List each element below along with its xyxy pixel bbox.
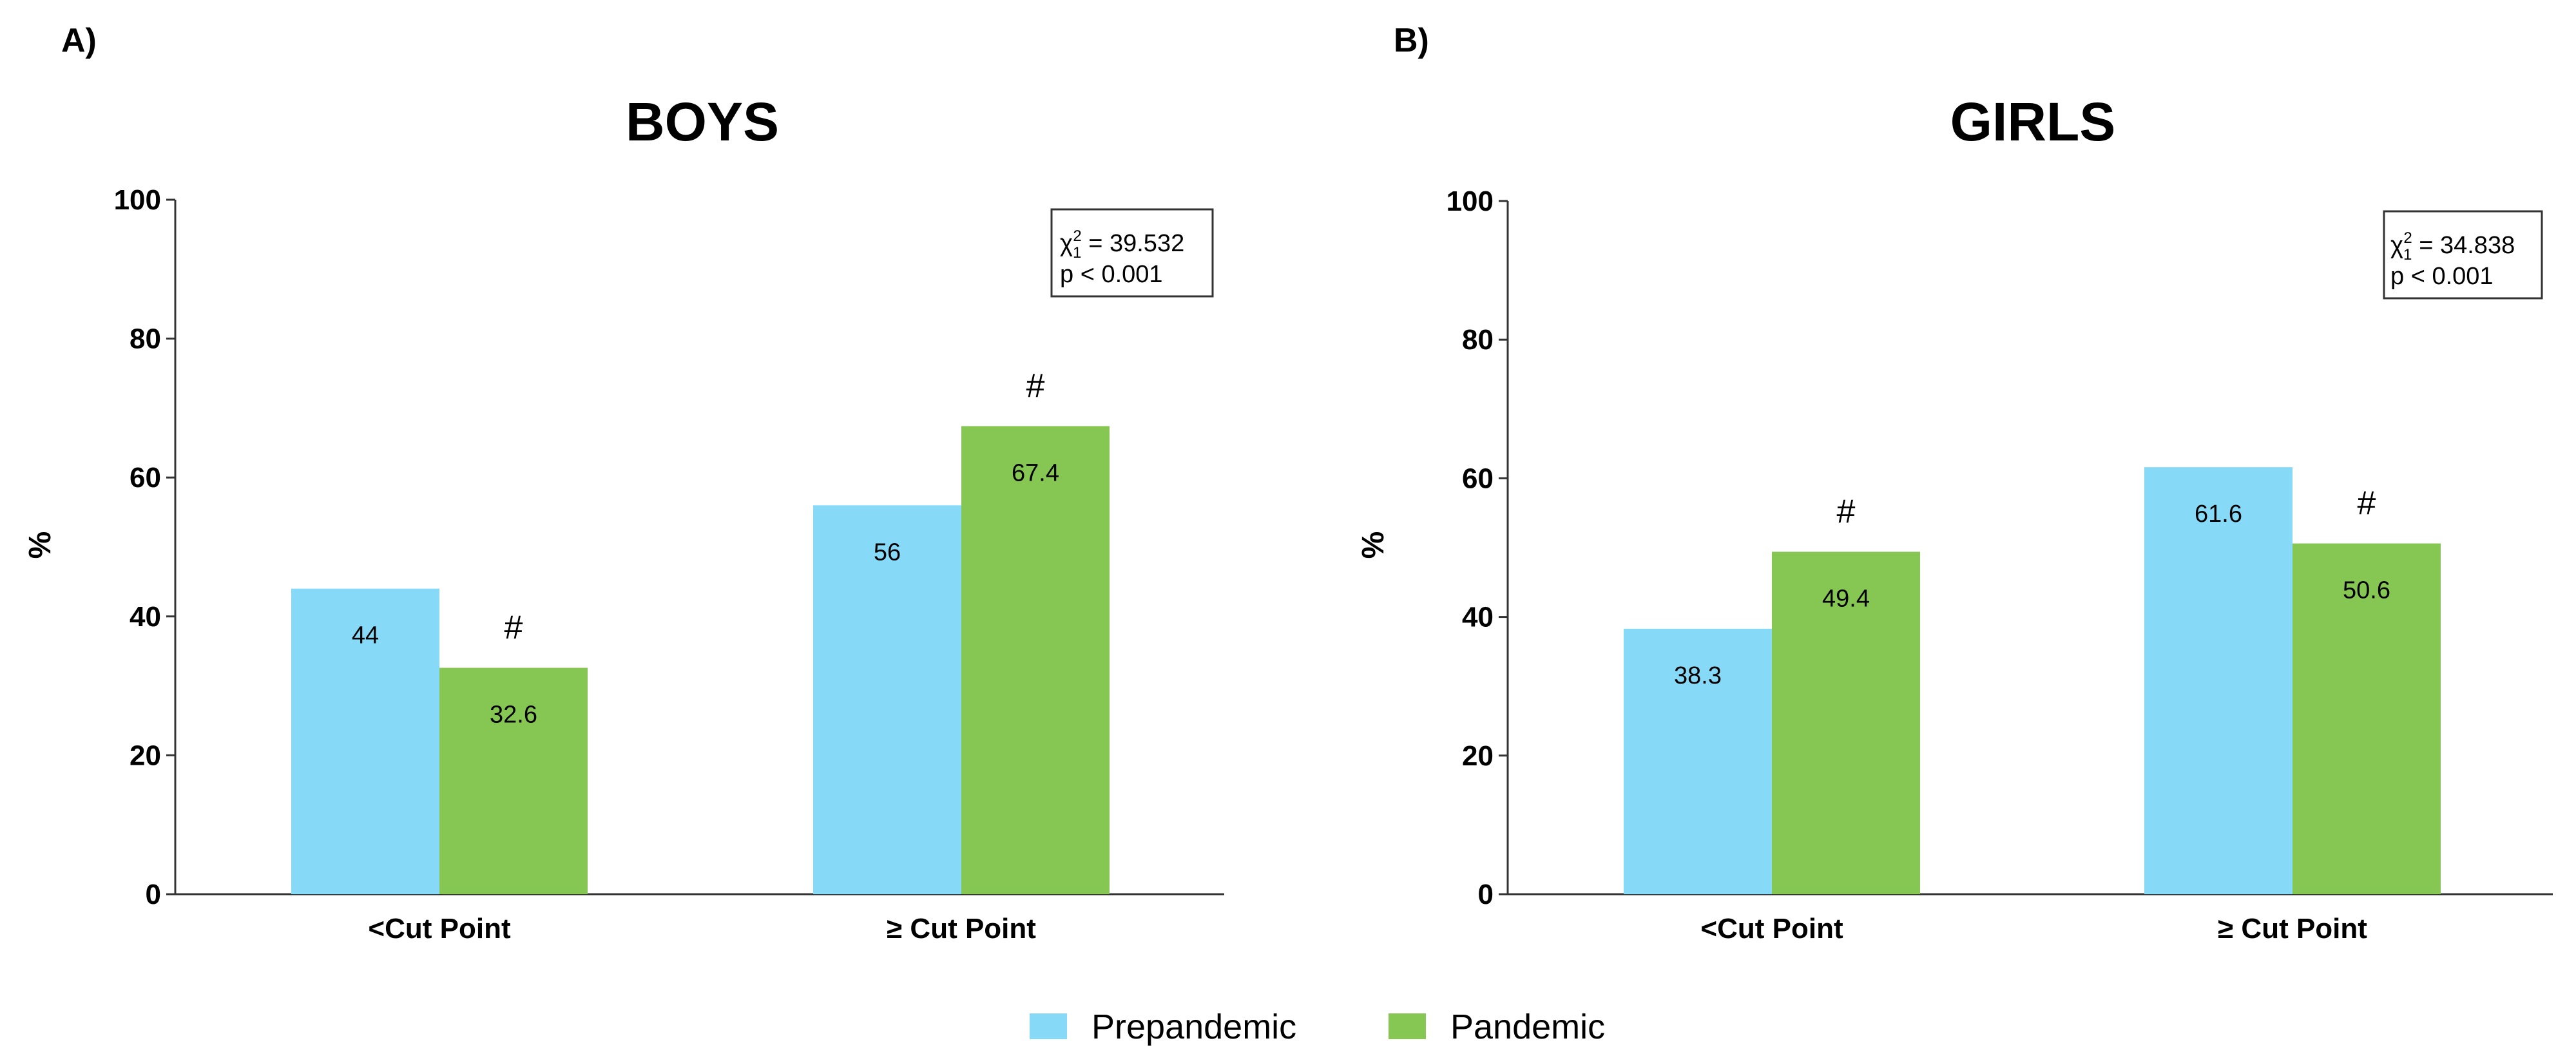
y-tick-label: 100: [1447, 186, 1494, 217]
stat-p-line-boys: p < 0.001: [1060, 261, 1163, 288]
y-axis-label-girls: %: [1356, 532, 1390, 559]
chi-superscript: 2: [2403, 229, 2412, 247]
y-tick-label: 0: [146, 879, 161, 910]
panel-girls: B) GIRLS % 0 20 40 60 80 100 <Cut Point ≥ Cut P…: [1356, 22, 2553, 944]
data-label-prepandemic: 38.3: [1674, 662, 1722, 689]
y-tick-label: 40: [130, 601, 161, 633]
panel-label-b: B): [1394, 22, 1429, 59]
bar-pandemic-ltcut-point: [1772, 551, 1920, 894]
y-tick-label: 60: [1462, 463, 1494, 494]
legend-swatch-pandemic: [1389, 1013, 1426, 1039]
stat-box-frame-girls: [2383, 210, 2543, 300]
chi-subscript: 1: [1073, 244, 1081, 262]
significance-marker: #: [1837, 493, 1856, 530]
stat-box-frame-boys: [1050, 208, 1214, 298]
y-tick-label: 40: [1462, 602, 1494, 633]
y-tick-label: 100: [114, 184, 161, 216]
stat-chi-line-boys: χ12 = 39.532: [1060, 227, 1184, 262]
x-category-label-gte-cut-point: ≥ Cut Point: [887, 913, 1036, 944]
significance-marker: #: [505, 609, 523, 647]
legend-swatch-prepandemic: [1030, 1013, 1067, 1039]
chi-value: = 39.532: [1082, 230, 1185, 257]
x-category-label-gte-cut-point: ≥ Cut Point: [2218, 913, 2367, 944]
y-tick-label: 20: [130, 740, 161, 771]
legend-label-pandemic: Pandemic: [1450, 1008, 1605, 1046]
bar-pandemic-gte-cut-point: [2292, 543, 2441, 894]
y-tick-label: 20: [1462, 740, 1494, 772]
y-axis-label-boys: %: [23, 532, 57, 559]
significance-marker: #: [1026, 367, 1045, 405]
stat-box-boys: χ12 = 39.532 p < 0.001: [1050, 208, 1214, 298]
legend: Prepandemic Pandemic: [1030, 1008, 1605, 1046]
stat-box-girls: χ12 = 34.838 p < 0.001: [2383, 210, 2543, 300]
bars-girls: 38.3 49.4 # 61.6 50.6 #: [1624, 467, 2441, 894]
bars-boys: 44 32.6 #56 67.4 #: [291, 367, 1110, 894]
data-label-pandemic: 49.4: [1822, 585, 1870, 612]
y-tick-label: 0: [1478, 879, 1494, 910]
chi-symbol: χ: [2390, 232, 2403, 259]
legend-label-prepandemic: Prepandemic: [1091, 1008, 1296, 1046]
x-category-label-ltcut-point: <Cut Point: [1700, 913, 1843, 944]
chi-subscript: 1: [2403, 246, 2412, 263]
data-label-pandemic: 50.6: [2343, 577, 2390, 604]
bar-prepandemic-ltcut-point: [1624, 628, 1772, 894]
x-category-label-ltcut-point: <Cut Point: [368, 913, 511, 944]
chart-title-boys: BOYS: [626, 91, 779, 152]
y-tick-label: 80: [1462, 324, 1494, 356]
panel-boys: A) BOYS % 0 20 40 60 80 100 <Cut Point ≥ Cut Po…: [23, 22, 1224, 944]
stat-chi-line-girls: χ12 = 34.838: [2390, 229, 2515, 263]
chart-title-girls: GIRLS: [1950, 91, 2116, 152]
chi-value: = 34.838: [2412, 232, 2515, 259]
bar-pandemic-gte-cut-point: [961, 426, 1110, 894]
y-tick-label: 60: [130, 462, 161, 493]
data-label-prepandemic: 44: [352, 622, 379, 649]
chi-symbol: χ: [1060, 230, 1073, 257]
bar-prepandemic-ltcut-point: [291, 588, 439, 894]
bar-pandemic-ltcut-point: [439, 667, 588, 894]
panel-label-a: A): [61, 22, 97, 59]
stat-p-line-girls: p < 0.001: [2390, 263, 2494, 290]
data-label-pandemic: 67.4: [1012, 459, 1059, 486]
data-label-prepandemic: 56: [874, 539, 901, 566]
data-label-pandemic: 32.6: [490, 702, 537, 729]
bar-prepandemic-gte-cut-point: [813, 505, 961, 894]
data-label-prepandemic: 61.6: [2195, 501, 2242, 528]
chi-superscript: 2: [1073, 227, 1081, 245]
bar-prepandemic-gte-cut-point: [2144, 467, 2292, 894]
axes-boys: 0 20 40 60 80 100 <Cut Point ≥ Cut Point: [114, 184, 1224, 944]
significance-marker: #: [2358, 485, 2376, 522]
y-tick-label: 80: [130, 323, 161, 355]
